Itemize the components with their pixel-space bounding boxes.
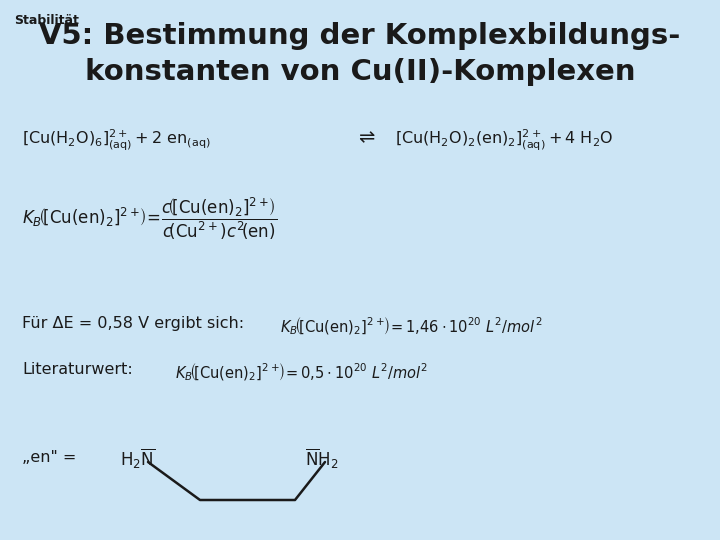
Text: $\mathsf{\left[Cu(H_2O)_6\right]^{2+}_{(aq)} + 2\ en_{(aq)}}$: $\mathsf{\left[Cu(H_2O)_6\right]^{2+}_{(… — [22, 128, 211, 153]
Text: Literaturwert:: Literaturwert: — [22, 362, 132, 377]
Text: Für ΔE = 0,58 V ergibt sich:: Für ΔE = 0,58 V ergibt sich: — [22, 316, 244, 331]
Text: Stabilität: Stabilität — [14, 14, 79, 27]
Text: $\mathsf{H_2\overline{N}}$: $\mathsf{H_2\overline{N}}$ — [120, 447, 155, 471]
Text: $\mathit{K_B}\!\left(\!\left[\mathsf{Cu(en)_2}\right]^{\mathsf{2+}}\!\right)\!=0: $\mathit{K_B}\!\left(\!\left[\mathsf{Cu(… — [175, 362, 428, 383]
Text: $\mathit{K_B}\!\left(\!\left[\mathsf{Cu(en)_2}\right]^{\mathsf{2+}}\!\right)\!=\: $\mathit{K_B}\!\left(\!\left[\mathsf{Cu(… — [22, 196, 277, 242]
Text: V5: Bestimmung der Komplexbildungs-: V5: Bestimmung der Komplexbildungs- — [40, 22, 680, 50]
Text: konstanten von Cu(II)-Komplexen: konstanten von Cu(II)-Komplexen — [85, 58, 635, 86]
Text: $\mathsf{\left[Cu(H_2O)_2(en)_2\right]^{2+}_{(aq)} + 4\ H_2O}$: $\mathsf{\left[Cu(H_2O)_2(en)_2\right]^{… — [395, 128, 613, 153]
Text: „en" =: „en" = — [22, 450, 76, 465]
Text: $\mathsf{\overline{N}H_2}$: $\mathsf{\overline{N}H_2}$ — [305, 447, 338, 471]
Text: $\mathit{K_B}\!\left(\!\left[\mathsf{Cu(en)_2}\right]^{\mathsf{2+}}\!\right)\!=1: $\mathit{K_B}\!\left(\!\left[\mathsf{Cu(… — [280, 316, 543, 338]
Text: $\mathsf{\rightleftharpoons}$: $\mathsf{\rightleftharpoons}$ — [355, 128, 377, 147]
